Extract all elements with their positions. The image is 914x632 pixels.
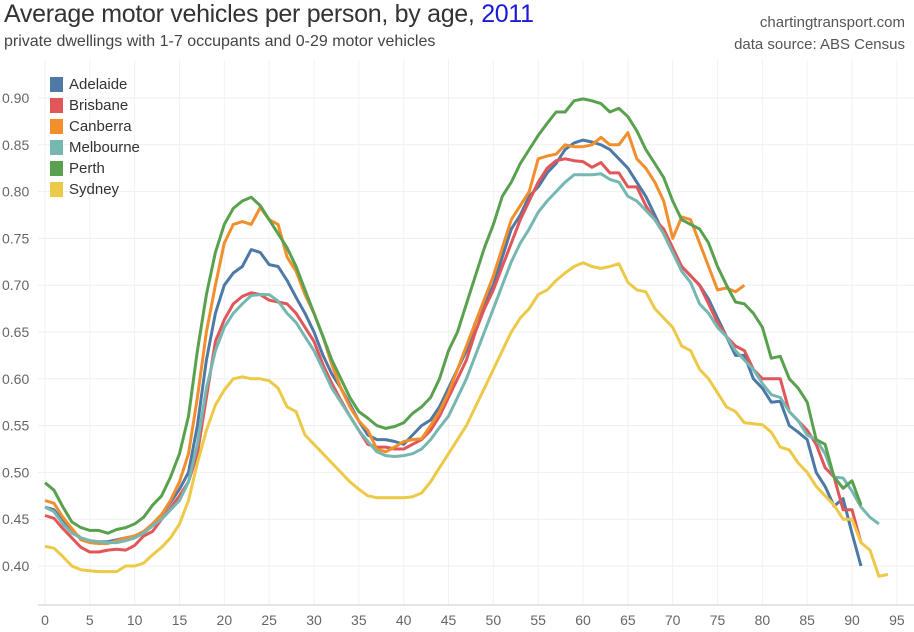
x-tick-label: 60 [575, 612, 591, 628]
legend-swatch [50, 182, 63, 197]
legend-swatch [50, 98, 63, 113]
x-tick-label: 20 [217, 612, 233, 628]
legend: Adelaide Brisbane Canberra Melbourne Perth Sy… [50, 74, 140, 200]
y-tick-label: 0.60 [2, 371, 29, 387]
x-tick-label: 80 [755, 612, 771, 628]
legend-label: Melbourne [69, 139, 140, 156]
x-tick-label: 40 [396, 612, 412, 628]
legend-label: Canberra [69, 118, 132, 135]
series-line-sydney [44, 261, 889, 578]
legend-swatch [50, 161, 63, 176]
x-tick-label: 35 [351, 612, 367, 628]
legend-item-sydney[interactable]: Sydney [50, 179, 140, 200]
legend-label: Adelaide [69, 76, 128, 93]
site-credit[interactable]: chartingtransport.com [759, 14, 905, 31]
chart-subtitle: private dwellings with 1-7 occupants and… [4, 33, 436, 50]
y-tick-label: 0.45 [2, 511, 29, 527]
legend-item-adelaide[interactable]: Adelaide [50, 74, 140, 95]
legend-item-canberra[interactable]: Canberra [50, 116, 140, 137]
series-line-melbourne [44, 172, 880, 545]
x-axis: 0 5 10 15 20 25 30 35 40 45 50 55 60 65 70 75 80 85 90 95 [41, 612, 905, 628]
x-tick-label: 70 [665, 612, 681, 628]
legend-item-melbourne[interactable]: Melbourne [50, 137, 140, 158]
x-tick-label: 75 [710, 612, 726, 628]
x-tick-label: 90 [844, 612, 860, 628]
x-tick-label: 55 [530, 612, 546, 628]
title-text: Average motor vehicles per person, by ag… [4, 0, 482, 28]
chart-title: Average motor vehicles per person, by ag… [4, 0, 534, 29]
x-tick-label: 0 [41, 612, 49, 628]
y-tick-label: 0.40 [2, 558, 29, 574]
x-tick-label: 30 [306, 612, 322, 628]
x-tick-label: 50 [486, 612, 502, 628]
legend-swatch [50, 77, 63, 92]
y-tick-label: 0.55 [2, 418, 29, 434]
data-source: data source: ABS Census [734, 36, 905, 53]
x-tick-label: 25 [261, 612, 277, 628]
y-axis: 0.40 0.45 0.50 0.55 0.60 0.65 0.70 0.75 0.80 0.85… [2, 90, 29, 574]
x-tick-label: 10 [127, 612, 143, 628]
title-year[interactable]: 2011 [481, 0, 534, 28]
y-tick-label: 0.50 [2, 464, 29, 480]
legend-item-perth[interactable]: Perth [50, 158, 140, 179]
series-line-perth [44, 97, 863, 535]
legend-label: Brisbane [69, 97, 129, 114]
legend-swatch [50, 140, 63, 155]
x-tick-label: 65 [620, 612, 636, 628]
x-tick-label: 45 [441, 612, 457, 628]
x-tick-label: 5 [86, 612, 94, 628]
y-tick-label: 0.65 [2, 324, 29, 340]
x-tick-label: 85 [799, 612, 815, 628]
x-tick-label: 15 [172, 612, 188, 628]
y-tick-label: 0.75 [2, 230, 29, 246]
y-tick-label: 0.90 [2, 90, 29, 106]
series-line-canberra [44, 131, 746, 545]
x-tick-label: 95 [889, 612, 905, 628]
legend-swatch [50, 119, 63, 134]
legend-label: Sydney [69, 181, 120, 198]
legend-label: Perth [69, 160, 105, 177]
y-tick-label: 0.80 [2, 184, 29, 200]
y-tick-label: 0.85 [2, 137, 29, 153]
legend-item-brisbane[interactable]: Brisbane [50, 95, 140, 116]
y-tick-label: 0.70 [2, 277, 29, 293]
series-lines [44, 97, 889, 578]
